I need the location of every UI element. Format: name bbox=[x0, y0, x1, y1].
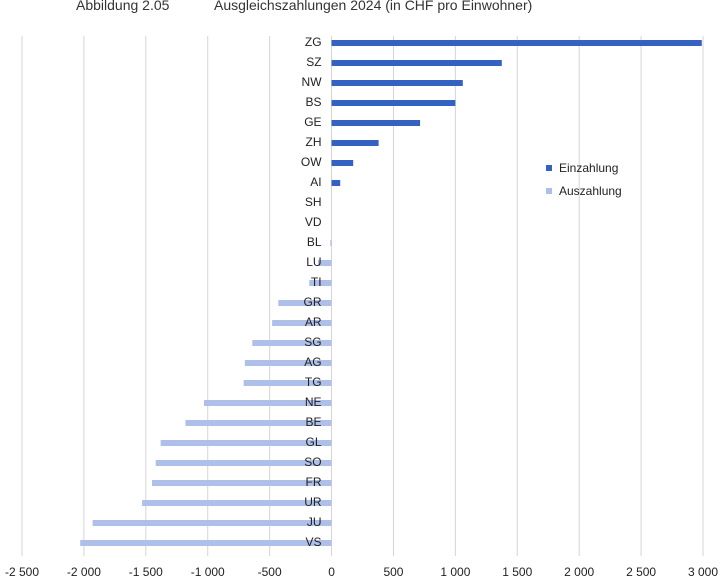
category-label-sg: SG bbox=[304, 335, 321, 349]
category-label-bs: BS bbox=[306, 95, 322, 109]
category-label-zg: ZG bbox=[305, 35, 322, 49]
x-tick-label-2: -1 500 bbox=[129, 565, 163, 579]
legend-label-einzahlung: Einzahlung bbox=[559, 161, 618, 175]
bar-einzahlung-sz bbox=[331, 60, 502, 66]
category-label-vs: VS bbox=[306, 535, 322, 549]
category-label-fr: FR bbox=[306, 475, 322, 489]
category-labels: ZG SZ NW BS GE ZH OW AI SH VD BL LU TI GR AR SG AG TG NE BE… bbox=[301, 35, 322, 549]
category-label-ur: UR bbox=[304, 495, 322, 509]
legend: Einzahlung Auszahlung bbox=[546, 161, 622, 198]
bar-auszahlung-vs bbox=[80, 540, 332, 546]
x-tick-label-9: 2 000 bbox=[564, 565, 594, 579]
bar-auszahlung-ti bbox=[309, 280, 332, 286]
category-label-zh: ZH bbox=[306, 135, 322, 149]
x-tick-label-0: -2 500 bbox=[5, 565, 39, 579]
x-tick-label-4: -500 bbox=[258, 565, 282, 579]
bar-auszahlung-ne bbox=[204, 400, 332, 406]
x-tick-label-3: -1 000 bbox=[191, 565, 225, 579]
x-tick-label-8: 1 500 bbox=[502, 565, 532, 579]
category-label-bl: BL bbox=[307, 235, 322, 249]
x-tick-label-7: 1 000 bbox=[440, 565, 470, 579]
bar-auszahlung-ag bbox=[244, 360, 332, 366]
bar-auszahlung-gl bbox=[160, 440, 332, 446]
figure-label: Abbildung 2.05 bbox=[76, 0, 170, 13]
x-tick-label-10: 2 500 bbox=[626, 565, 656, 579]
bar-einzahlung-ow bbox=[331, 160, 354, 166]
x-tick-label-11: 3 000 bbox=[688, 565, 718, 579]
x-tick-label-5: 0 bbox=[328, 565, 335, 579]
category-label-ne: NE bbox=[305, 395, 322, 409]
category-label-sh: SH bbox=[305, 195, 322, 209]
category-label-nw: NW bbox=[302, 75, 323, 89]
chart-title: Ausgleichszahlungen 2024 (in CHF pro Ein… bbox=[214, 0, 533, 13]
category-label-lu: LU bbox=[306, 255, 321, 269]
bar-einzahlung-bs bbox=[331, 100, 456, 106]
bar-auszahlung-gr bbox=[278, 300, 332, 306]
category-label-gr: GR bbox=[304, 295, 322, 309]
bar-auszahlung-tg bbox=[243, 380, 332, 386]
category-label-be: BE bbox=[306, 415, 322, 429]
bar-auszahlung-be bbox=[185, 420, 332, 426]
bar-auszahlung-bl bbox=[330, 240, 332, 246]
category-label-ge: GE bbox=[304, 115, 321, 129]
bar-auszahlung-fr bbox=[152, 480, 332, 486]
legend-label-auszahlung: Auszahlung bbox=[559, 184, 622, 198]
bar-einzahlung-zh bbox=[331, 140, 379, 146]
bar-auszahlung-so bbox=[155, 460, 332, 466]
category-label-gl: GL bbox=[306, 435, 322, 449]
bar-auszahlung-sg bbox=[252, 340, 332, 346]
figure-header: Abbildung 2.05 Ausgleichszahlungen 2024 … bbox=[0, 0, 727, 20]
bar-einzahlung-nw bbox=[331, 80, 463, 86]
category-label-ju: JU bbox=[307, 515, 322, 529]
category-label-ti: TI bbox=[311, 275, 322, 289]
x-tick-label-1: -2 000 bbox=[67, 565, 101, 579]
legend-swatch-auszahlung bbox=[546, 188, 552, 194]
bar-auszahlung-ur bbox=[142, 500, 332, 506]
category-label-ow: OW bbox=[301, 155, 322, 169]
bar-auszahlung-lu bbox=[317, 260, 332, 266]
bar-einzahlung-zg bbox=[331, 40, 702, 46]
bar-einzahlung-ai bbox=[331, 180, 341, 186]
category-label-sz: SZ bbox=[306, 55, 321, 69]
gridlines bbox=[21, 36, 704, 556]
category-label-ag: AG bbox=[304, 355, 321, 369]
bars bbox=[80, 40, 702, 546]
x-axis-tick-labels: -2 500 -2 000 -1 500 -1 000 -500 0 500 1 000 1 5… bbox=[5, 565, 718, 579]
x-tick-label-6: 500 bbox=[383, 565, 403, 579]
bar-auszahlung-ar bbox=[272, 320, 332, 326]
category-label-vd: VD bbox=[305, 215, 322, 229]
category-label-tg: TG bbox=[305, 375, 322, 389]
category-label-so: SO bbox=[304, 455, 321, 469]
category-label-ar: AR bbox=[305, 315, 322, 329]
bar-auszahlung-ju bbox=[92, 520, 332, 526]
legend-swatch-einzahlung bbox=[546, 165, 552, 171]
bar-einzahlung-ge bbox=[331, 120, 421, 126]
category-label-ai: AI bbox=[310, 175, 321, 189]
